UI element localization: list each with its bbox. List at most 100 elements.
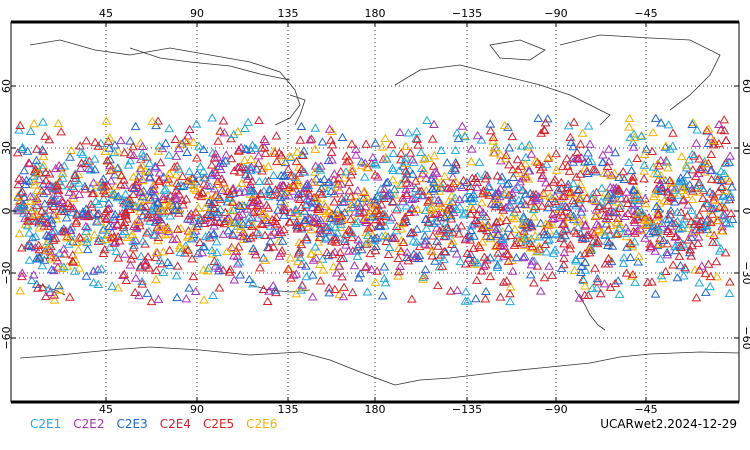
observation-marker: [113, 283, 123, 292]
observation-marker: [47, 226, 57, 236]
observation-marker: [581, 193, 592, 202]
observation-marker: [663, 163, 673, 172]
observation-marker: [569, 117, 579, 126]
observation-marker: [109, 147, 120, 157]
observation-marker: [507, 165, 518, 174]
observation-marker: [291, 217, 302, 226]
observation-marker: [541, 178, 551, 187]
observation-marker: [622, 198, 633, 208]
observation-marker: [596, 197, 607, 206]
observation-marker: [676, 151, 687, 161]
observation-marker: [43, 221, 53, 230]
observation-marker: [491, 224, 502, 234]
observation-marker: [148, 181, 159, 190]
observation-marker: [194, 141, 204, 150]
observation-marker: [227, 197, 238, 206]
observation-marker: [383, 190, 394, 199]
observation-marker: [513, 182, 523, 191]
observation-marker: [525, 188, 536, 198]
observation-marker: [380, 133, 391, 143]
axis-ticks: [11, 22, 739, 402]
observation-marker: [668, 128, 678, 137]
observation-marker: [426, 174, 437, 183]
observation-marker: [82, 237, 92, 246]
observation-marker: [171, 151, 182, 160]
observation-marker: [722, 173, 733, 182]
observation-marker: [64, 232, 75, 241]
observation-marker: [27, 232, 38, 242]
observation-marker: [254, 115, 264, 125]
observation-marker: [453, 133, 464, 143]
observation-marker: [518, 214, 529, 223]
observation-marker: [568, 178, 579, 188]
observation-marker: [719, 125, 730, 135]
observation-marker: [719, 115, 730, 124]
observation-marker: [326, 147, 337, 156]
observation-marker: [656, 118, 666, 127]
observation-marker: [524, 140, 535, 149]
observation-marker: [212, 258, 223, 267]
observation-marker: [621, 187, 632, 196]
top-lon-label: −135: [452, 7, 482, 20]
observation-marker: [164, 150, 174, 159]
observation-marker: [232, 218, 243, 228]
observation-marker: [411, 251, 422, 261]
observation-marker: [561, 224, 572, 233]
observation-marker: [417, 169, 428, 178]
observation-marker: [157, 143, 168, 153]
observation-marker: [530, 195, 541, 204]
coastline-greenland: [559, 34, 721, 111]
observation-marker: [356, 157, 367, 166]
observation-marker: [491, 240, 502, 250]
observation-marker: [26, 275, 37, 284]
observation-marker: [445, 286, 456, 295]
observation-marker: [345, 226, 356, 235]
observation-marker: [353, 235, 364, 244]
observation-marker: [618, 258, 629, 267]
observation-marker: [653, 185, 664, 195]
observation-marker: [246, 162, 257, 171]
observation-marker: [597, 157, 608, 167]
observation-marker: [128, 221, 139, 231]
observation-marker: [369, 235, 380, 244]
observation-marker: [415, 173, 426, 183]
observation-marker: [183, 176, 193, 185]
observation-marker: [629, 190, 640, 199]
observation-marker: [641, 144, 652, 153]
observation-marker: [659, 195, 670, 205]
observation-marker: [90, 137, 101, 146]
observation-marker: [485, 233, 496, 243]
observation-marker: [190, 207, 201, 216]
observation-marker: [243, 217, 254, 226]
observation-marker: [106, 233, 117, 242]
observation-marker: [650, 289, 661, 298]
observation-marker: [395, 261, 405, 271]
observation-marker: [144, 171, 155, 181]
observation-marker: [340, 236, 350, 245]
observation-marker: [294, 194, 305, 204]
observation-marker: [457, 182, 468, 192]
observation-marker: [466, 157, 477, 166]
observation-marker: [199, 295, 209, 304]
observation-marker: [128, 243, 139, 252]
observation-marker: [501, 249, 512, 258]
observation-marker: [178, 200, 188, 209]
observation-marker: [215, 126, 226, 135]
observation-marker: [369, 195, 380, 204]
observation-marker: [630, 277, 641, 286]
observation-marker: [14, 125, 24, 134]
observation-marker: [553, 185, 564, 194]
observation-marker: [398, 217, 408, 227]
observation-marker: [224, 212, 234, 222]
observation-marker: [208, 290, 218, 300]
observation-marker: [207, 245, 217, 254]
observation-marker: [655, 179, 666, 188]
observation-marker: [568, 153, 578, 162]
observation-marker: [212, 212, 222, 221]
observation-marker: [19, 165, 30, 175]
observation-marker: [137, 279, 148, 288]
observation-marker: [667, 218, 678, 227]
observation-marker: [324, 206, 334, 215]
observation-marker: [347, 139, 357, 148]
observation-marker: [724, 157, 735, 166]
